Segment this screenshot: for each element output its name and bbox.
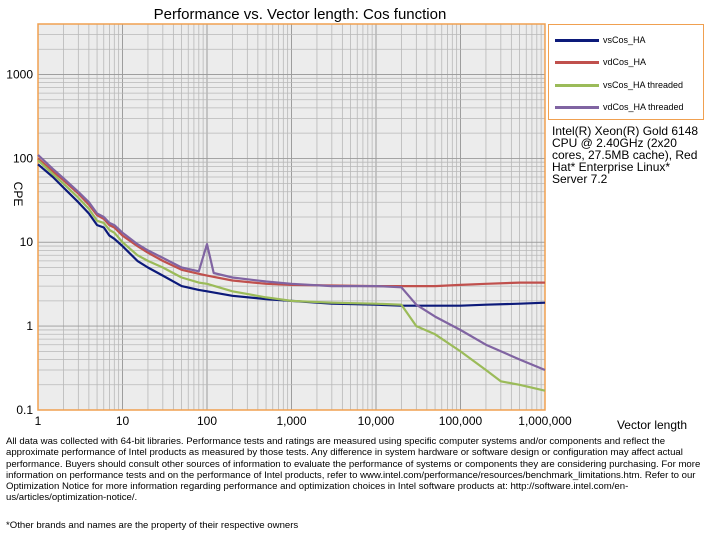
legend-swatch bbox=[555, 106, 599, 109]
y-axis-label: CPE bbox=[11, 182, 25, 207]
chart-legend: vsCos_HA vdCos_HA vsCos_HA threaded vdCo… bbox=[548, 24, 704, 120]
y-tick-label: 0.1 bbox=[16, 403, 33, 417]
disclaimer-text: All data was collected with 64-bit libra… bbox=[6, 436, 701, 504]
chart-title: Performance vs. Vector length: Cos funct… bbox=[154, 6, 447, 23]
legend-label: vdCos_HA threaded bbox=[603, 102, 684, 112]
x-tick-label: 10 bbox=[116, 414, 130, 428]
legend-label: vdCos_HA bbox=[603, 57, 647, 67]
x-tick-label: 10,000 bbox=[358, 414, 395, 428]
y-tick-label: 1000 bbox=[6, 67, 33, 81]
x-tick-label: 100 bbox=[197, 414, 217, 428]
series-line bbox=[37, 157, 545, 288]
series-line bbox=[37, 163, 546, 307]
x-tick-label: 1 bbox=[35, 414, 42, 428]
y-tick-label: 1 bbox=[26, 319, 33, 333]
legend-label: vsCos_HA threaded bbox=[603, 80, 684, 90]
legend-swatch bbox=[555, 84, 599, 87]
x-tick-label: 100,000 bbox=[439, 414, 483, 428]
x-axis-label: Vector length bbox=[617, 418, 687, 432]
legend-label: vsCos_HA bbox=[603, 35, 646, 45]
series-line bbox=[37, 154, 546, 372]
x-tick-label: 1,000 bbox=[276, 414, 306, 428]
cpu-note: Intel(R) Xeon(R) Gold 6148 CPU @ 2.40GHz… bbox=[552, 124, 699, 186]
legend-swatch bbox=[555, 39, 599, 42]
y-tick-label: 100 bbox=[13, 151, 33, 165]
legend-swatch bbox=[555, 61, 599, 64]
y-tick-label: 10 bbox=[20, 235, 34, 249]
series-line bbox=[37, 159, 546, 392]
x-tick-label: 1,000,000 bbox=[518, 414, 572, 428]
plot-frame bbox=[37, 23, 546, 411]
footnote: *Other brands and names are the property… bbox=[6, 520, 299, 531]
